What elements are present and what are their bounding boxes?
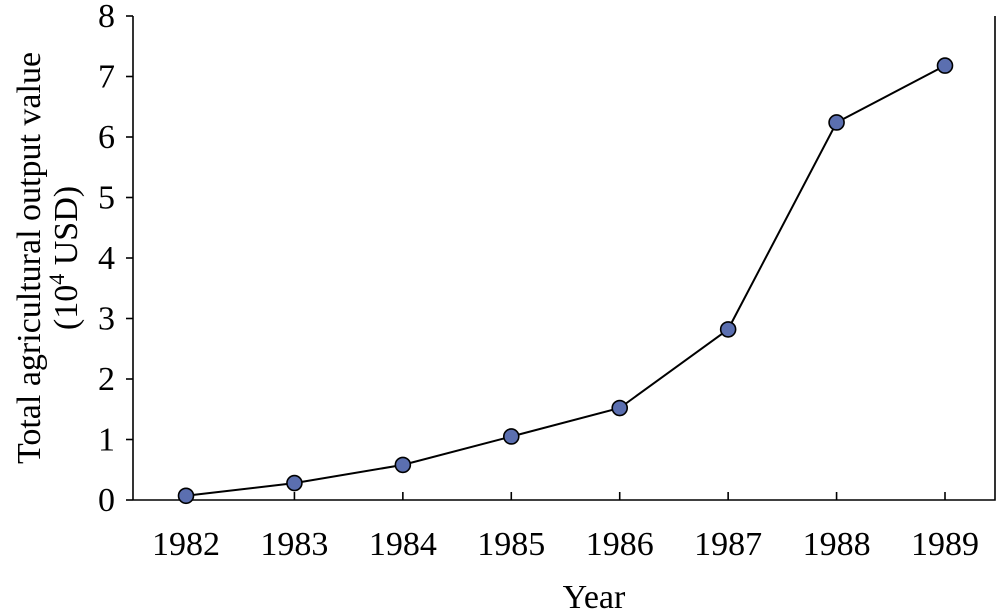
- y-tick-label: 7: [98, 59, 115, 96]
- y-ticks: 0 1 2 3 4 5 6 7 8: [98, 0, 133, 519]
- data-point: [719, 321, 737, 338]
- x-axis-title: Year: [563, 579, 626, 613]
- x-axis-line: [133, 16, 996, 501]
- y-tick-label: 4: [98, 240, 115, 277]
- data-point: [286, 474, 303, 492]
- data-point: [611, 399, 629, 417]
- x-tick-label: 1982: [152, 526, 220, 563]
- data-point: [394, 456, 412, 474]
- y-tick-label: 1: [98, 422, 115, 459]
- x-tick-label: 1988: [803, 526, 871, 563]
- data-point: [828, 114, 845, 131]
- x-tick-label: 1987: [694, 526, 762, 563]
- data-point: [502, 428, 520, 445]
- data-point: [936, 57, 954, 74]
- y-tick-label: 8: [98, 0, 115, 35]
- y-axis-title-line1: Total agricultural output value: [11, 52, 48, 464]
- y-axis-title-line2: (104 USD): [44, 186, 85, 330]
- x-tick-label: 1986: [586, 526, 654, 563]
- y-tick-label: 0: [98, 482, 115, 519]
- series-line: [185, 64, 946, 497]
- y-axis-title-suffix: USD): [48, 186, 85, 274]
- y-axis-title-sup: 4: [44, 274, 69, 285]
- axes: [132, 16, 996, 501]
- x-tick-label: 1985: [477, 526, 545, 563]
- data-point: [177, 487, 195, 505]
- y-tick-label: 2: [98, 361, 115, 398]
- y-axis-title-prefix: (10: [48, 285, 85, 330]
- x-ticks: 1982 1983 1984 1985 1986 1987 1988 1989: [152, 492, 979, 563]
- x-tick-label: 1984: [369, 526, 437, 563]
- y-axis-title: Total agricultural output value (104 USD…: [11, 52, 85, 464]
- series: [177, 57, 954, 505]
- x-tick-label: 1989: [911, 526, 979, 563]
- x-tick-label: 1983: [260, 526, 328, 563]
- y-tick-label: 5: [98, 180, 115, 217]
- y-tick-label: 6: [98, 119, 115, 156]
- y-tick-label: 3: [98, 301, 115, 338]
